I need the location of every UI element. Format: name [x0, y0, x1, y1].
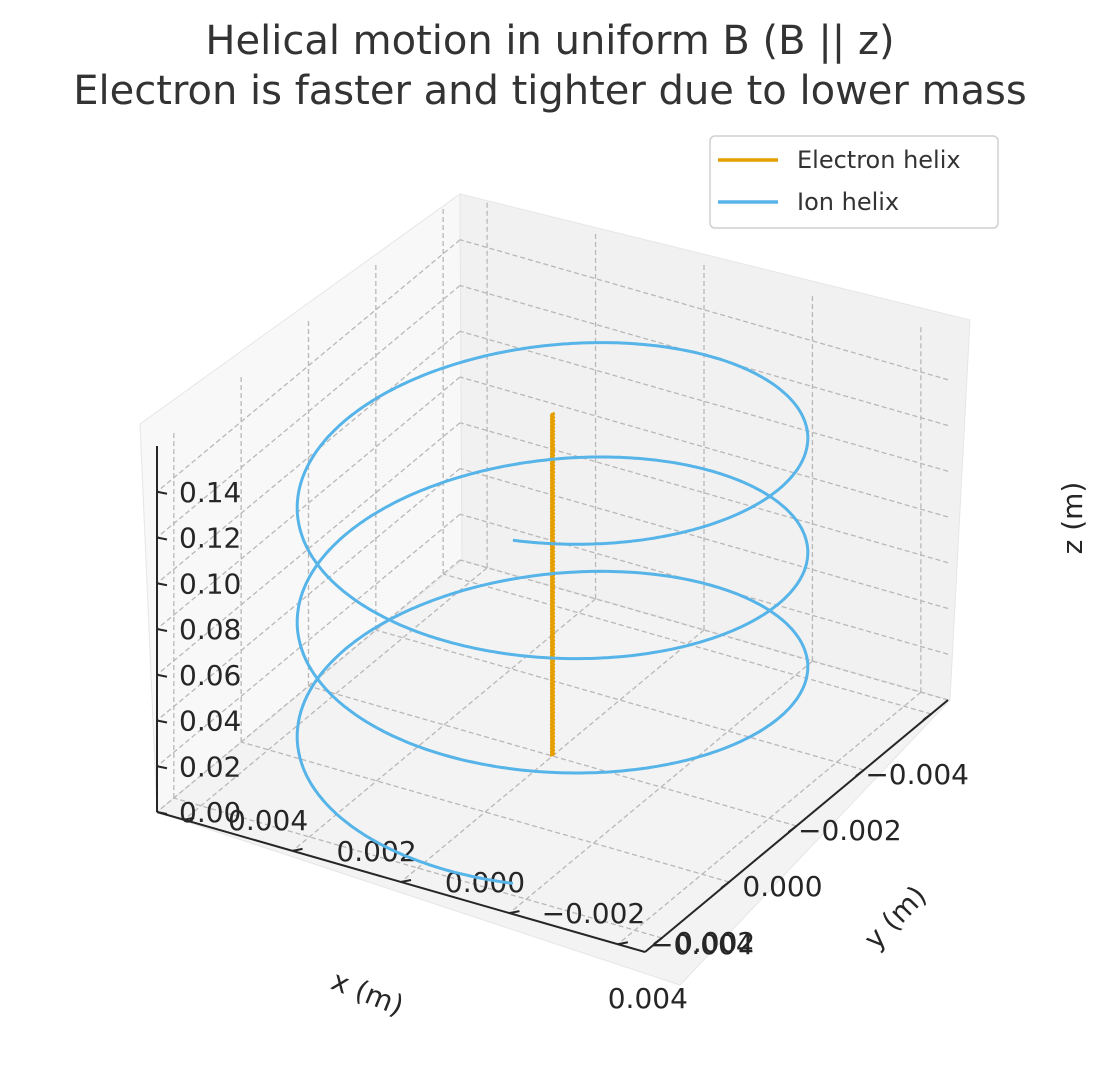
y-grid-floor-3	[292, 598, 596, 852]
y-tick-label: −0.004	[650, 928, 754, 961]
axes: −0.004−0.0020.0000.0020.004−0.004−0.0020…	[156, 446, 969, 1015]
chart-title: Helical motion in uniform B (B || z)	[205, 18, 894, 64]
y-tick-label: 0.000	[445, 866, 525, 899]
z-tick-label: 0.06	[179, 659, 241, 692]
z-grid-back-0	[156, 559, 461, 813]
z-tick-mark	[156, 811, 168, 815]
z-tick-mark	[156, 673, 168, 678]
z-tick-label: 0.02	[179, 750, 241, 783]
y-grid-floor-0	[617, 691, 922, 945]
x-grid-floor-0	[442, 573, 932, 715]
y-tick-label: 0.002	[336, 835, 416, 868]
series-line-ion	[295, 341, 810, 885]
z-grid-side-3	[459, 422, 949, 564]
y-tick-mark	[617, 941, 629, 946]
legend-label-ion: Ion helix	[797, 188, 899, 216]
z-tick-mark	[156, 536, 168, 541]
z-grid-back-7	[156, 239, 461, 493]
z-tick-label: 0.04	[179, 705, 241, 738]
x-tick-mark	[787, 825, 798, 833]
x-grid-floor-3	[240, 741, 730, 883]
x-grid-floor-1	[375, 629, 865, 771]
z-grid-side-0	[459, 559, 949, 701]
x-tick-label: −0.004	[865, 758, 969, 791]
y-tick-label: 0.004	[228, 804, 308, 837]
y-tick-mark	[400, 879, 412, 883]
z-tick-mark	[156, 628, 168, 632]
z-grid-back-3	[156, 422, 461, 676]
y-grid-floor-4	[183, 567, 488, 821]
z-grid-side-7	[459, 239, 949, 381]
z-tick-label: 0.08	[179, 613, 241, 646]
z-tick-label: 0.00	[179, 796, 241, 829]
legend: Electron helix Ion helix	[709, 135, 999, 229]
x-tick-mark	[922, 713, 932, 721]
y-grid-floor-2	[400, 629, 705, 883]
z-grid-side-5	[459, 330, 949, 472]
z-tick-mark	[156, 765, 168, 770]
x-tick-mark	[855, 769, 865, 777]
y-grid-floor-1	[509, 660, 813, 914]
legend-box	[709, 135, 999, 229]
z-grid-back-6	[156, 285, 461, 538]
x-grid-floor-4	[173, 797, 663, 939]
z-grid-side-4	[459, 376, 949, 518]
legend-label-electron: Electron helix	[797, 146, 961, 174]
series-line-electron	[549, 411, 556, 758]
x-tick-mark	[720, 881, 730, 889]
grid-lines	[156, 201, 949, 945]
x-tick-label: −0.002	[798, 814, 902, 847]
y-axis-label: y (m)	[857, 879, 933, 956]
z-tick-mark	[156, 582, 168, 587]
x-tick-mark	[653, 937, 663, 945]
z-grid-side-6	[459, 284, 949, 427]
z-grid-back-2	[156, 468, 461, 721]
z-grid-back-1	[156, 513, 461, 767]
z-grid-side-2	[459, 467, 949, 610]
z-tick-label: 0.12	[179, 522, 241, 555]
y-tick-mark	[292, 847, 303, 852]
z-grid-back-5	[156, 330, 461, 584]
x-axis-label: x (m)	[327, 964, 409, 1023]
z-grid-back-4	[156, 376, 461, 630]
x-tick-label: 0.002	[675, 926, 755, 959]
x-grid-floor-2	[308, 685, 797, 827]
z-tick-label: 0.10	[179, 567, 241, 600]
x-tick-label: 0.004	[608, 982, 688, 1015]
y-tick-mark	[509, 910, 520, 915]
y-tick-label: −0.002	[542, 897, 646, 930]
z-axis-label: z (m)	[1056, 482, 1089, 555]
chart-subtitle: Electron is faster and tighter due to lo…	[73, 68, 1026, 114]
z-tick-mark	[156, 719, 168, 724]
y-tick-mark	[183, 816, 195, 821]
z-grid-side-1	[459, 513, 949, 655]
z-tick-mark	[156, 490, 168, 495]
z-tick-label: 0.14	[179, 476, 241, 509]
series-group	[295, 341, 810, 885]
x-tick-label: 0.000	[742, 870, 822, 903]
